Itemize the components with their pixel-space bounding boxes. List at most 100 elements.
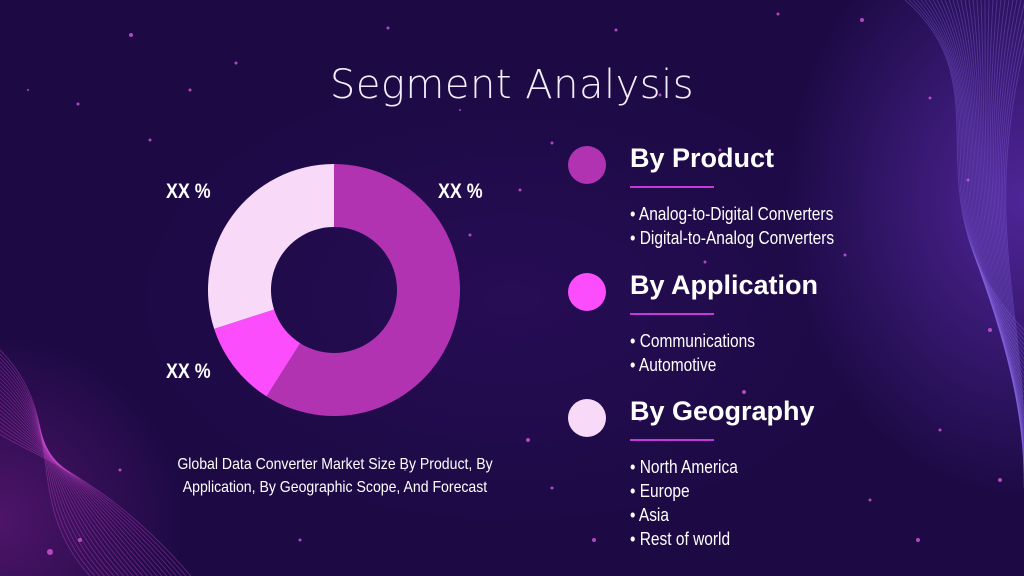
sparkle-dot [638, 418, 642, 422]
wave-line [0, 369, 115, 576]
wave-line [904, 0, 1024, 331]
segment-rule [630, 186, 714, 188]
application-bullet-icon [568, 273, 606, 311]
wave-line [992, 0, 1024, 451]
sparkle-dot [459, 109, 461, 111]
list-item: Communications [630, 329, 755, 353]
sparkle-dot [938, 428, 942, 432]
list-item: Asia [630, 503, 738, 527]
sparkle-dot [742, 390, 746, 394]
list-item: Automotive [630, 353, 755, 377]
wave-line [924, 0, 1024, 355]
wave-line [0, 393, 144, 576]
wave-line [0, 373, 120, 576]
wave-line [912, 0, 1024, 340]
list-item: North America [630, 455, 738, 479]
slice-label-1: XX % [166, 180, 211, 203]
segment-list: Communications Automotive [630, 329, 775, 377]
wave-line [944, 0, 1024, 379]
wave-line [0, 413, 168, 576]
geography-bullet-icon [568, 399, 606, 437]
sparkle-dot [27, 89, 29, 91]
wave-line [0, 357, 100, 576]
wave-line [1000, 2, 1024, 475]
wave-line [964, 0, 1024, 403]
segment-title: By Application [630, 270, 819, 300]
segment-title: By Geography [630, 396, 815, 426]
wave-line [989, 0, 1024, 441]
list-item: Europe [630, 479, 738, 503]
sparkle-dot [928, 96, 932, 100]
wave-line [984, 0, 1024, 427]
slice-label-3: XX % [166, 360, 211, 383]
wave-line [940, 0, 1024, 374]
wave-line [991, 0, 1024, 446]
sparkle-dot [234, 61, 238, 65]
wave-line [0, 409, 163, 576]
segment-rule [630, 313, 714, 315]
wave-line [920, 0, 1024, 350]
segment-list: North America Europe Asia Rest of world [630, 455, 755, 551]
wave-line [997, 0, 1024, 465]
wave-line [968, 0, 1024, 407]
wave-line [932, 0, 1024, 364]
sparkle-dot [868, 498, 872, 502]
sparkle-dot [129, 33, 133, 37]
wave-line [0, 381, 129, 576]
sparkle-dot [966, 178, 970, 182]
wave-line [916, 0, 1024, 345]
sparkle-dot [703, 260, 707, 264]
sparkle-dot [47, 549, 53, 555]
wave-line [0, 365, 110, 576]
list-item: Digital-to-Analog Converters [630, 226, 834, 250]
wave-line [999, 0, 1024, 470]
wave-line [1003, 32, 1024, 484]
wave-line [986, 0, 1024, 431]
page-title: Segment Analysis [329, 62, 695, 108]
sparkle-dot [468, 233, 472, 237]
wave-line [0, 433, 192, 576]
wave-line [996, 0, 1024, 460]
list-item: Rest of world [630, 527, 738, 551]
wave-line [972, 0, 1024, 412]
sparkle-dot [526, 438, 530, 442]
wave-line [956, 0, 1024, 393]
wave-line [0, 385, 134, 576]
product-bullet-icon [568, 146, 606, 184]
wave-line [0, 377, 124, 576]
sparkle-dot [658, 93, 662, 97]
sparkle-dot [298, 538, 302, 542]
sparkle-dot [860, 18, 864, 22]
sparkle-dot [614, 28, 618, 32]
wave-line [952, 0, 1024, 388]
donut-chart [207, 164, 461, 416]
donut-slice-2 [214, 309, 301, 397]
wave-line [928, 0, 1024, 360]
wave-line [0, 405, 158, 576]
sparkle-dot [592, 538, 596, 542]
wave-line [0, 421, 177, 576]
wave-line [976, 0, 1024, 417]
wave-line [988, 0, 1024, 436]
sparkle-dot [76, 102, 80, 106]
segment-list: Analog-to-Digital Converters Digital-to-… [630, 202, 867, 250]
wave-line [0, 349, 91, 576]
sparkle-dot [386, 26, 390, 30]
sparkle-dot [518, 188, 522, 192]
wave-line [980, 0, 1024, 422]
slice-label-2: XX % [438, 180, 483, 203]
sparkle-dot [404, 469, 406, 471]
wave-line [0, 417, 172, 576]
wave-line [948, 0, 1024, 384]
sparkle-dot [998, 478, 1002, 482]
sparkle-dot [988, 328, 992, 332]
sparkle-dot [550, 141, 554, 145]
wave-line [0, 361, 105, 576]
wave-line [0, 389, 139, 576]
sparkle-dot [118, 468, 122, 472]
wave-line [0, 353, 96, 576]
sparkle-dot [78, 538, 82, 542]
list-item: Analog-to-Digital Converters [630, 202, 834, 226]
